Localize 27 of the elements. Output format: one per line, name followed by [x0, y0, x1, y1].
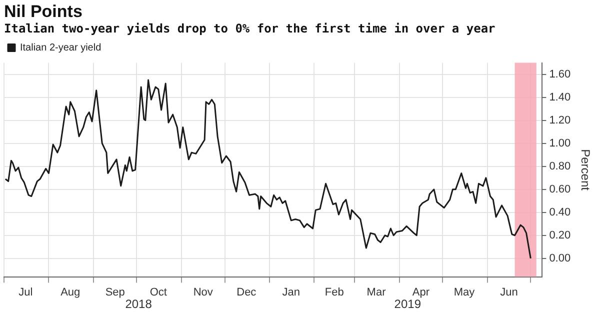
- y-tick-label: 1.40: [549, 91, 571, 104]
- x-tick-label: May: [454, 286, 476, 298]
- y-tick-label: 0.00: [549, 252, 571, 264]
- y-tick-label: 1.00: [549, 137, 571, 150]
- chart-title: Nil Points: [4, 2, 82, 21]
- text: 2018: [125, 297, 152, 312]
- legend-label: Italian 2-year yield: [20, 42, 102, 54]
- x-tick-label: Dec: [236, 286, 257, 298]
- x-tick-label: Aug: [60, 286, 80, 298]
- x-tick-label: Apr: [412, 286, 430, 298]
- y-tick-label: 0.20: [549, 229, 571, 242]
- y-tick-label: 0.80: [549, 160, 571, 172]
- x-tick-label: Jul: [18, 286, 33, 298]
- y-tick-label: 0.60: [549, 183, 571, 196]
- x-tick-label: Jun: [500, 286, 518, 298]
- x-tick-label: Sep: [105, 286, 125, 298]
- x-tick-label: Mar: [366, 286, 386, 298]
- chart-subtitle: Italian two-year yields drop to 0% for the first time in over a year: [4, 22, 496, 36]
- x-tick-label: Jan: [282, 286, 300, 298]
- text: 2019: [394, 297, 422, 312]
- y-axis-title: Percent: [578, 149, 592, 192]
- y-tick-label: 1.20: [549, 114, 571, 126]
- x-tick-label: Nov: [193, 286, 214, 298]
- y-tick-label: 1.60: [549, 68, 571, 80]
- x-tick-label: Feb: [324, 286, 344, 298]
- x-tick-label: Oct: [150, 286, 167, 298]
- y-tick-label: 0.40: [549, 206, 571, 218]
